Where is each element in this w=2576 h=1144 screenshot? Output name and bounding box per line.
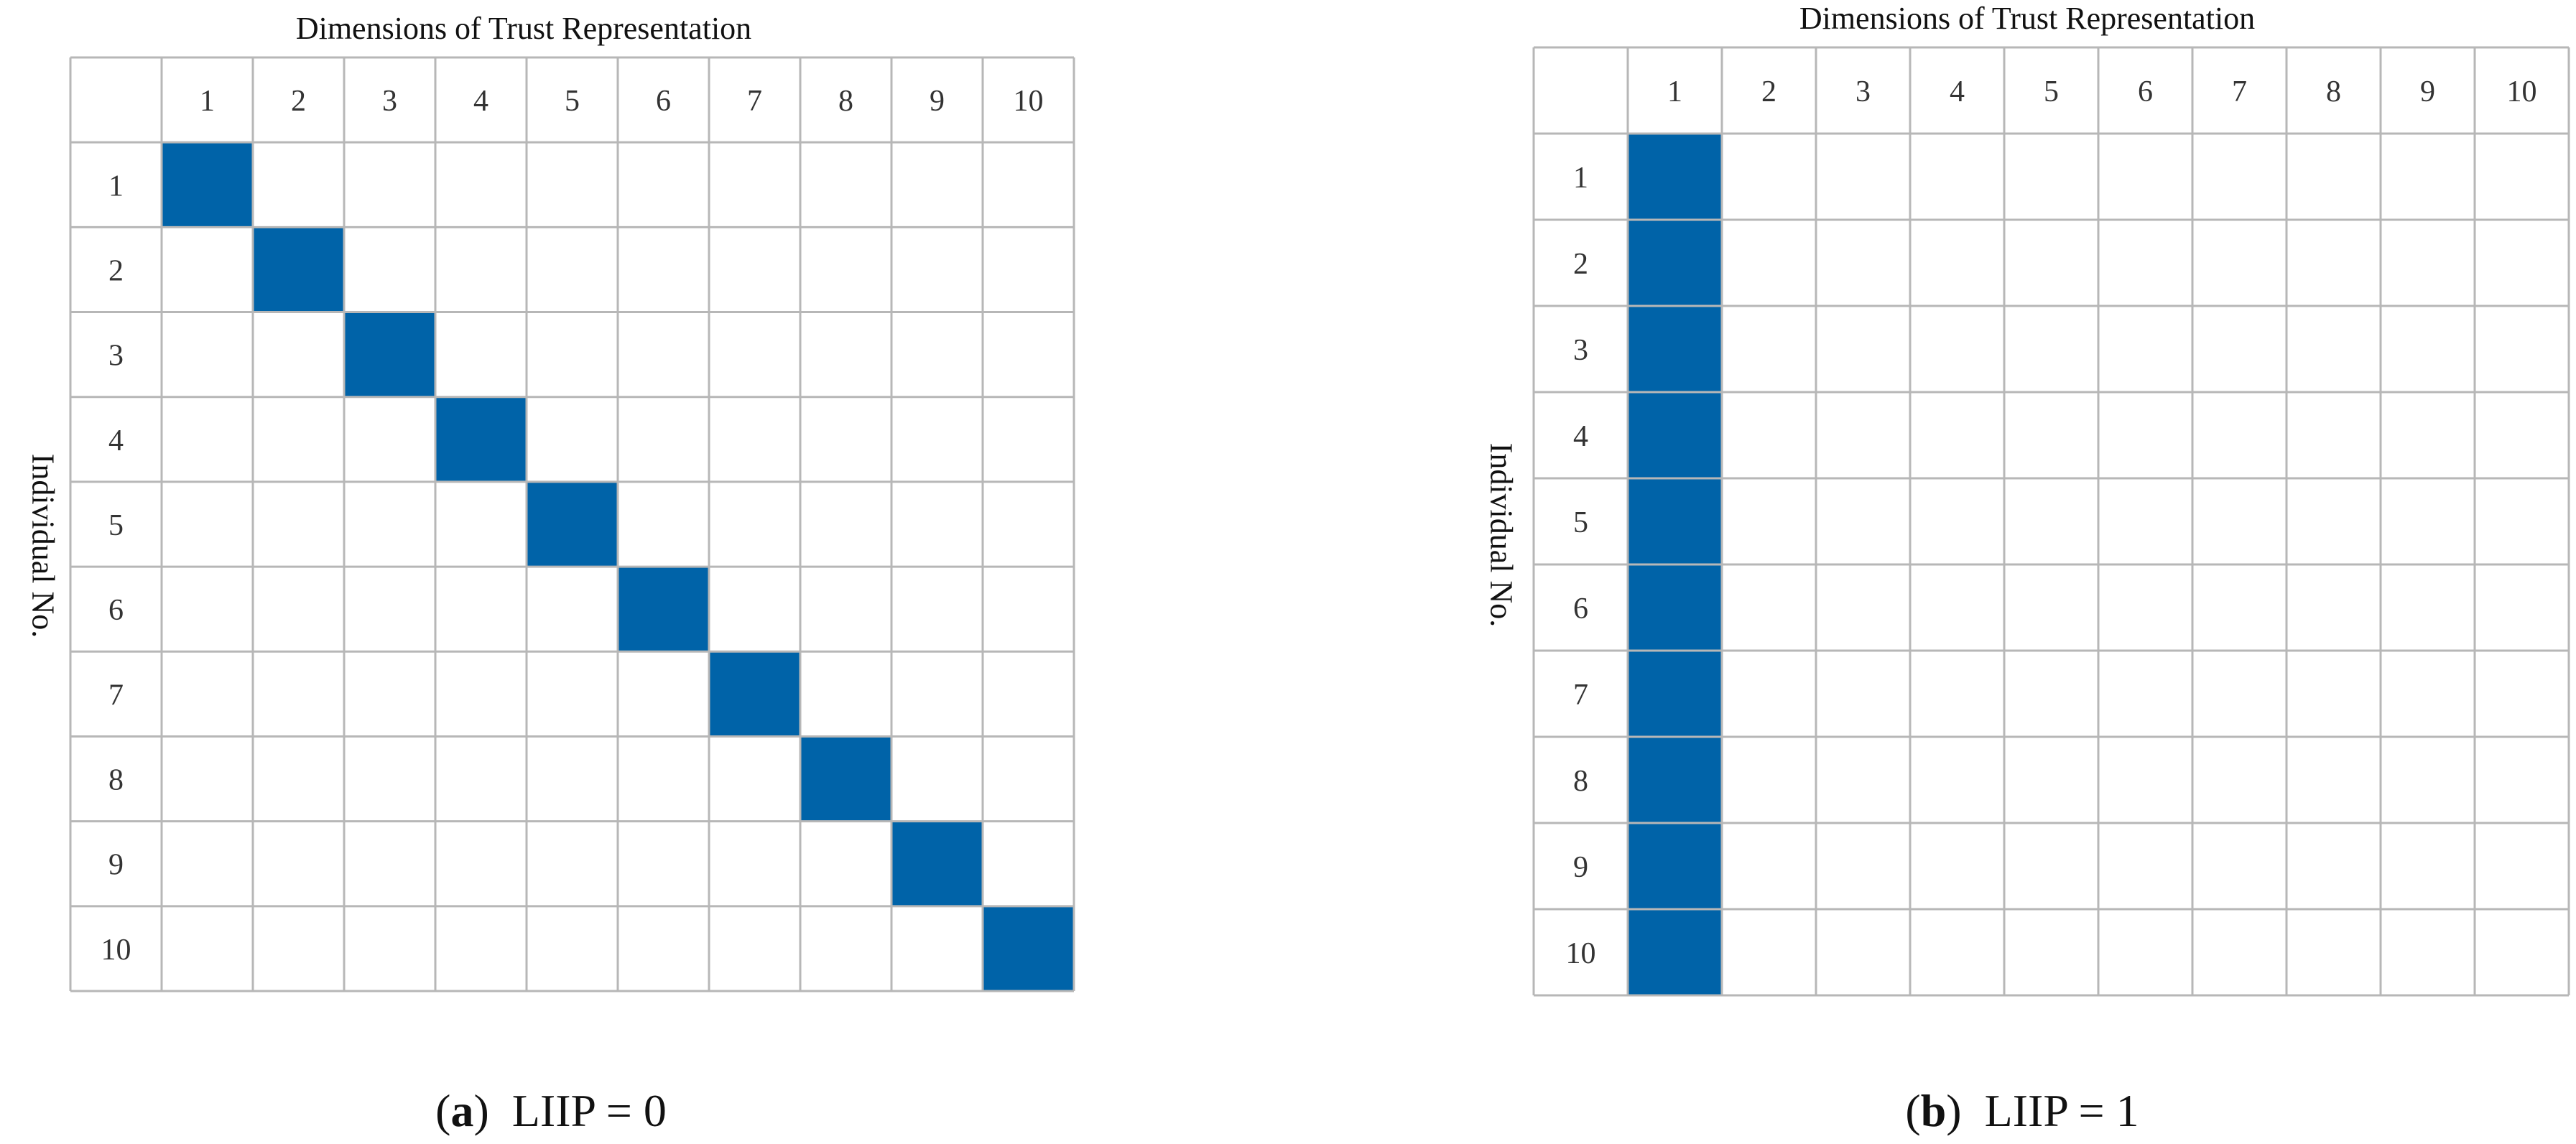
panel-b-row-label-10: 10 [1566,937,1596,970]
panel-b-column-label-7: 7 [2232,75,2247,108]
panel-b-filled-cell-r1-c1 [1628,134,1722,220]
panel-a-caption-text: LIIP = 0 [511,1085,667,1136]
panel-b-filled-cell-r8-c1 [1628,737,1722,823]
panel-b-filled-cell-r5-c1 [1628,478,1722,564]
panel-a-filled-cell-r4-c4 [435,396,527,482]
panel-b-column-label-4: 4 [1950,75,1965,108]
panel-a-filled-cell-r9-c9 [891,821,983,906]
panel-b-filled-cell-r3-c1 [1628,306,1722,392]
panel-a-column-label-8: 8 [838,85,853,118]
panel-a-row-label-3: 3 [108,340,124,373]
panel-a-row-label-9: 9 [108,849,124,882]
panel-b-column-label-8: 8 [2326,75,2341,108]
panel-b-column-label-6: 6 [2138,75,2153,108]
panel-b-row-label-8: 8 [1573,765,1588,798]
panel-a-filled-cell-r8-c8 [800,736,891,822]
panel-a-row-label-7: 7 [108,679,124,712]
panel-a-caption-letter: a [450,1085,474,1136]
panel-b-caption-letter: b [1920,1085,1947,1136]
panel-a-filled-cell-r3-c3 [344,312,435,397]
panel-a-column-label-2: 2 [291,85,306,118]
panel-b-column-label-10: 10 [2507,75,2537,108]
panel-b-filled-cell-r10-c1 [1628,909,1722,995]
panel-a-column-label-4: 4 [473,85,488,118]
panel-a-filled-cell-r6-c6 [618,567,709,652]
panel-b-caption: (b) LIIP = 1 [1905,1085,2139,1136]
panel-a-row-label-8: 8 [108,764,124,797]
panel-a-row-label-5: 5 [108,509,124,542]
panel-a-row-label-6: 6 [108,594,124,627]
panel-a-column-label-9: 9 [930,85,945,118]
panel-b-row-label-3: 3 [1573,334,1588,367]
panel-a-column-label-7: 7 [747,85,762,118]
panel-b-column-label-5: 5 [2044,75,2059,108]
panel-b-title: Dimensions of Trust Representation [1799,1,2256,36]
panel-a-row-label-10: 10 [101,934,131,967]
panel-b-row-label-7: 7 [1573,679,1588,712]
panel-a-column-label-1: 1 [200,85,215,118]
panel-a-filled-cell-r7-c7 [709,651,800,737]
panel-a-column-label-10: 10 [1014,85,1044,118]
panel-a-title: Dimensions of Trust Representation [295,11,752,46]
panel-a-row-label-1: 1 [108,169,124,203]
panel-b-filled-cell-r6-c1 [1628,564,1722,651]
panel-a-column-label-3: 3 [382,85,397,118]
panel-b-row-label-9: 9 [1573,851,1588,884]
panel-b-row-label-1: 1 [1573,162,1588,195]
panel-b-filled-cell-r9-c1 [1628,823,1722,909]
panel-a-filled-cell-r2-c2 [253,227,344,312]
panel-b-column-label-2: 2 [1761,75,1776,108]
panel-b-filled-cell-r7-c1 [1628,651,1722,737]
panel-b-row-label-4: 4 [1573,420,1588,453]
panel-a-row-label-4: 4 [108,424,124,457]
panel-a-filled-cell-r5-c5 [527,481,618,567]
panel-b-row-label-6: 6 [1573,592,1588,626]
panel-b-caption-text: LIIP = 1 [1984,1085,2139,1136]
panel-b-column-label-9: 9 [2420,75,2435,108]
panel-b-column-label-3: 3 [1855,75,1871,108]
panel-a-row-label-2: 2 [108,254,124,287]
panel-a-filled-cell-r10-c10 [983,906,1074,991]
panel-b-column-label-1: 1 [1667,75,1682,108]
panel-a-caption: (a) LIIP = 0 [435,1085,667,1136]
panel-b-row-label-5: 5 [1573,506,1588,539]
panel-b-filled-cell-r2-c1 [1628,220,1722,306]
panel-a-column-label-6: 6 [656,85,671,118]
panel-b-row-label-2: 2 [1573,248,1588,281]
panel-a-column-label-5: 5 [565,85,580,118]
panel-a-filled-cell-r1-c1 [162,142,253,228]
panel-b-filled-cell-r4-c1 [1628,392,1722,478]
